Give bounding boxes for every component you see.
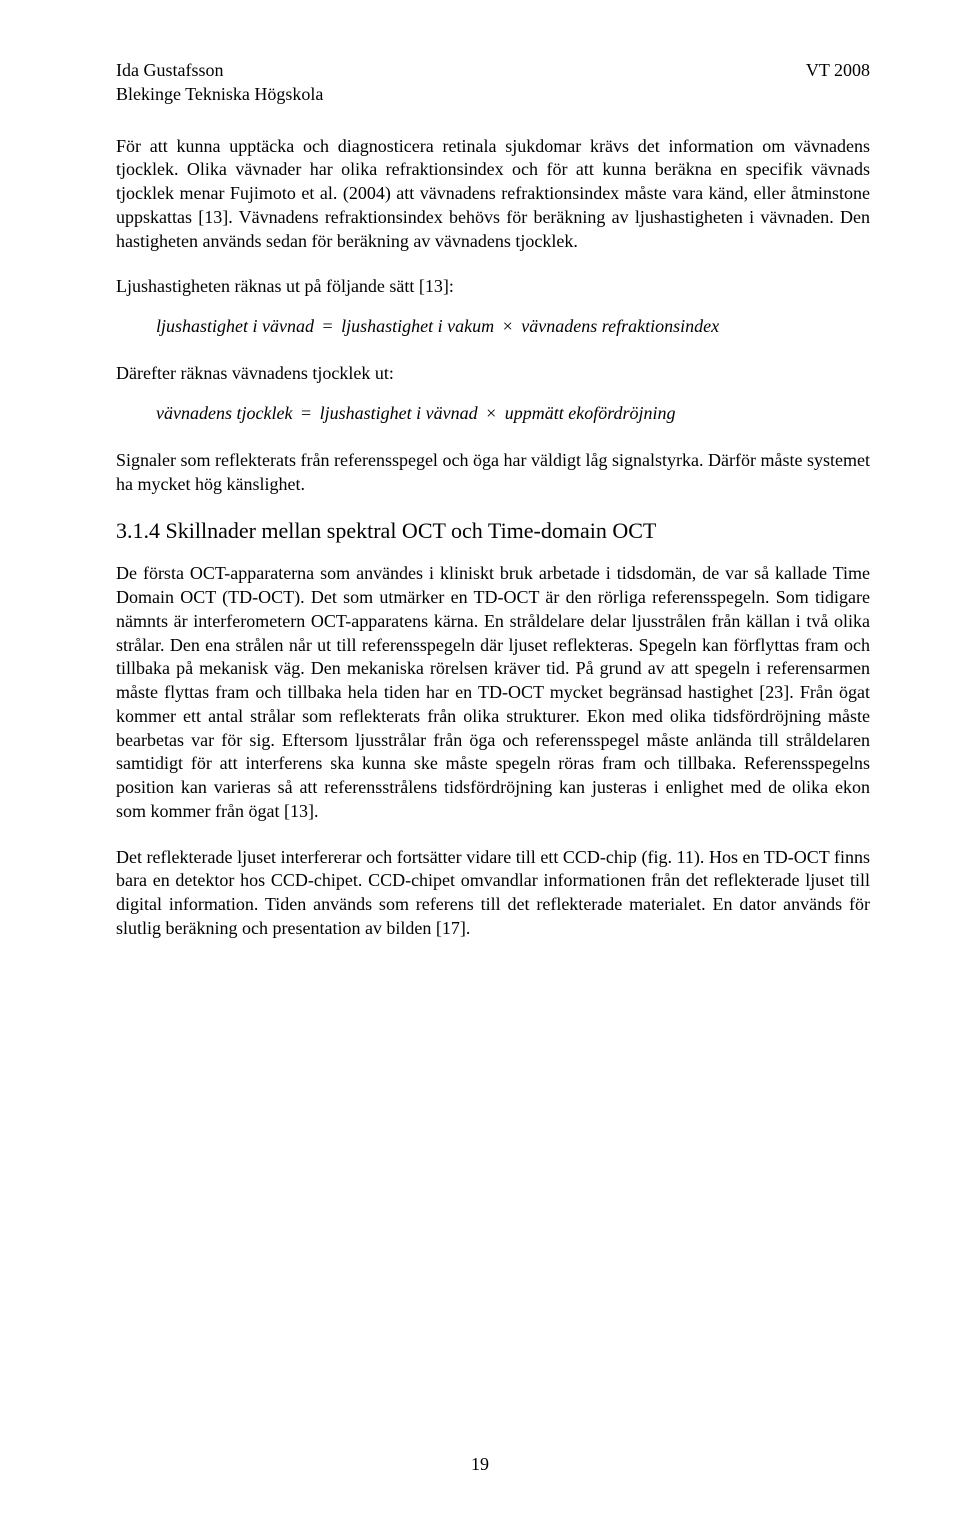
formula-1-rhs1: ljushastighet i vakum [341, 316, 494, 336]
header-left: Ida Gustafsson Blekinge Tekniska Högskol… [116, 58, 323, 107]
formula-2-lhs: vävnadens tjocklek [156, 403, 292, 423]
section-heading: 3.1.4 Skillnader mellan spektral OCT och… [116, 518, 870, 544]
term-label: VT 2008 [806, 58, 870, 82]
times-sign: × [482, 403, 505, 423]
formula-2-rhs2: uppmätt ekofördröjning [505, 403, 676, 423]
formula-1: ljushastighet i vävnad = ljushastighet i… [156, 313, 870, 340]
times-sign: × [499, 316, 522, 336]
equals-sign: = [318, 316, 341, 336]
author-name: Ida Gustafsson [116, 58, 323, 82]
page-header: Ida Gustafsson Blekinge Tekniska Högskol… [116, 58, 870, 107]
page-number: 19 [0, 1454, 960, 1475]
paragraph-2: Signaler som reflekterats från referenss… [116, 449, 870, 497]
header-right: VT 2008 [806, 58, 870, 107]
formula-1-rhs2: vävnadens refraktionsindex [521, 316, 719, 336]
paragraph-3: De första OCT-apparaterna som användes i… [116, 562, 870, 823]
formula-1-lhs: ljushastighet i vävnad [156, 316, 314, 336]
page: Ida Gustafsson Blekinge Tekniska Högskol… [0, 0, 960, 1525]
formula-intro-2: Därefter räknas vävnadens tjocklek ut: [116, 362, 870, 386]
equals-sign: = [297, 403, 320, 423]
formula-intro-1: Ljushastigheten räknas ut på följande sä… [116, 275, 870, 299]
formula-2: vävnadens tjocklek = ljushastighet i väv… [156, 400, 870, 427]
paragraph-1: För att kunna upptäcka och diagnosticera… [116, 135, 870, 254]
institution-name: Blekinge Tekniska Högskola [116, 82, 323, 106]
formula-2-rhs1: ljushastighet i vävnad [320, 403, 478, 423]
paragraph-4: Det reflekterade ljuset interfererar och… [116, 846, 870, 941]
